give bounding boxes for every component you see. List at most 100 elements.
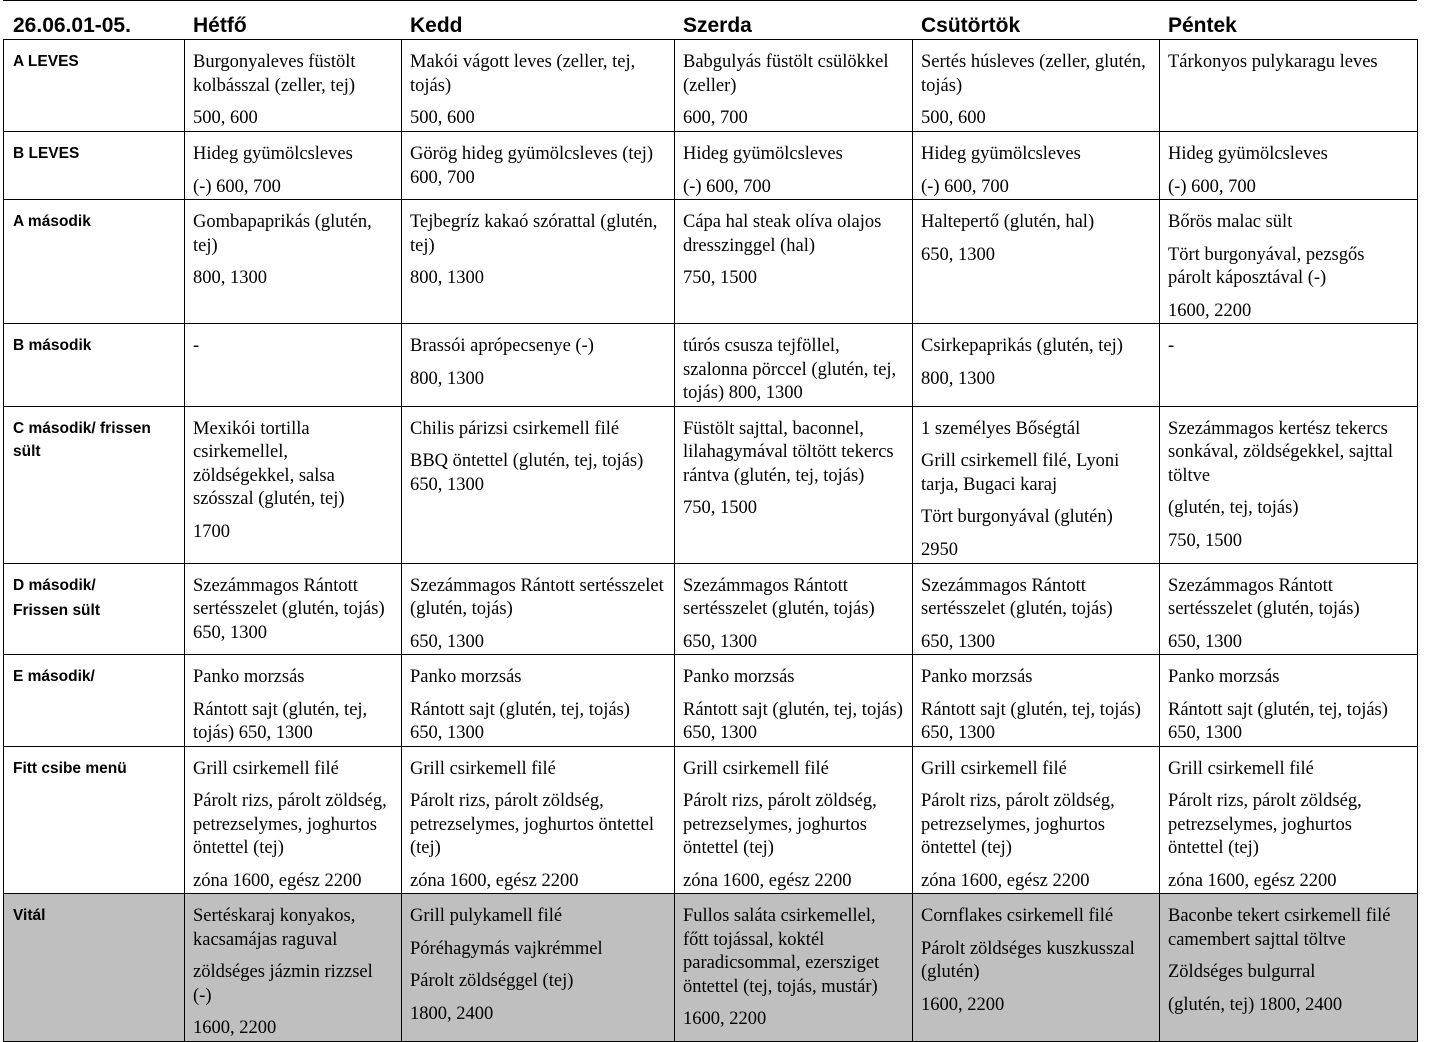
dish-line: 750, 1500: [1168, 530, 1242, 551]
dish-line: Grill csirkemell filé, Lyoni tarja, Buga…: [921, 451, 1120, 495]
dish-line: Fullos saláta csirkemellel, főtt tojássa…: [683, 906, 880, 997]
menu-cell-tuesday: Tejbegríz kakaó szórattal (glutén, tej) 8…: [401, 199, 675, 324]
dish-line: zóna 1600, egész 2200: [921, 870, 1090, 891]
menu-cell-thursday: Csirkepaprikás (glutén, tej) 800, 1300: [912, 323, 1160, 407]
menu-cell-wednesday: Szezámmagos Rántott sertésszelet (glutén…: [674, 562, 913, 655]
menu-cell-wednesday: túrós csusza tejföllel, szalonna pörccel…: [674, 323, 913, 407]
dish-line: zóna 1600, egész 2200: [410, 870, 579, 891]
dish-line: BBQ öntettel (glutén, tej, tojás) 650, 1…: [410, 451, 644, 495]
dish-line: Grill csirkemell filé: [410, 758, 556, 779]
menu-cell-thursday: Cornflakes csirkemell filé Párolt zöldség…: [912, 893, 1160, 1042]
menu-cell-tuesday: Grill pulykamell filé Póréhagymás vajkrém…: [401, 893, 675, 1042]
menu-header: 26.06.01-05. Hétfő Kedd Szerda Csütörtök…: [3, 0, 1417, 39]
dish-line: Mexikói tortilla csirkemellel, zöldségek…: [193, 418, 345, 510]
dish-line: Rántott sajt (glutén, tej, tojás) 650, 1…: [921, 699, 1141, 744]
menu-cell-tuesday: Szezámmagos Rántott sertésszelet (glutén…: [401, 562, 675, 655]
menu-cell-thursday: Panko morzsás Rántott sajt (glutén, tej, …: [912, 654, 1160, 747]
dish-line: (-) 600, 700: [193, 176, 281, 197]
menu-row: E második/Panko morzsás Rántott sajt (glu…: [3, 654, 1418, 747]
menu-cell-friday: Baconbe tekert csirkemell filé camembert…: [1159, 893, 1418, 1042]
dish-line: Tört burgonyával, pezsgős párolt káposzt…: [1168, 244, 1365, 289]
dish-line: zóna 1600, egész 2200: [1168, 870, 1337, 891]
row-label-line: B LEVES: [13, 145, 80, 162]
row-label: B LEVES: [3, 131, 185, 200]
dish-line: 650, 1300: [921, 631, 995, 652]
dish-line: Rántott sajt (glutén, tej, tojás) 650, 1…: [1168, 699, 1388, 744]
row-label: E második/: [3, 654, 185, 747]
dish-line: Szezámmagos Rántott sertésszelet (glutén…: [921, 575, 1113, 620]
menu-table: A LEVES Burgonyaleves füstölt kolbásszal …: [3, 39, 1418, 1042]
dish-line: Párolt zöldséges kuszkusszal (glutén): [921, 938, 1135, 983]
menu-cell-monday: Szezámmagos Rántott sertésszelet (glutén…: [184, 562, 402, 655]
dish-line: (-) 600, 700: [1168, 176, 1256, 197]
dish-line: Tört burgonyával (glutén): [921, 507, 1113, 527]
dish-line: 750, 1500: [683, 498, 757, 518]
dish-line: Tárkonyos pulykaragu leves: [1168, 52, 1378, 72]
menu-cell-friday: Tárkonyos pulykaragu leves: [1159, 39, 1418, 132]
menu-cell-wednesday: Babgulyás füstölt csülökkel (zeller) 600,…: [674, 39, 913, 132]
dish-line: Panko morzsás: [410, 667, 522, 687]
dish-line: Bőrös malac sült: [1168, 212, 1293, 232]
dish-line: 1600, 2200: [1168, 300, 1252, 321]
menu-cell-wednesday: Panko morzsás Rántott sajt (glutén, tej, …: [674, 654, 913, 747]
menu-cell-thursday: Hideg gyümölcsleves (-) 600, 700: [912, 131, 1160, 200]
dish-line: Rántott sajt (glutén, tej, tojás) 650, 1…: [410, 699, 630, 744]
day-header-tuesday: Kedd: [410, 14, 463, 37]
dish-line: 1600, 2200: [193, 1018, 277, 1038]
menu-cell-tuesday: Görög hideg gyümölcsleves (tej) 600, 700: [401, 131, 675, 200]
dish-line: Babgulyás füstölt csülökkel (zeller): [683, 52, 889, 96]
menu-row: A második Gombapaprikás (glutén, tej) 800,…: [3, 199, 1418, 324]
menu-cell-wednesday: Hideg gyümölcsleves (-) 600, 700: [674, 131, 913, 200]
dish-line: 500, 600: [193, 108, 258, 128]
menu-cell-friday: Bőrös malac sült Tört burgonyával, pezsgő…: [1159, 199, 1418, 324]
row-label-line: Fitt csibe menü: [13, 759, 127, 777]
dish-line: Párolt zöldséggel (tej): [410, 971, 574, 991]
dish-line: Párolt rizs, párolt zöldség, petrezselym…: [410, 791, 655, 858]
menu-cell-tuesday: Brassói aprópecsenye (-) 800, 1300: [401, 323, 675, 407]
dish-line: Panko morzsás: [921, 667, 1033, 687]
dish-line: Baconbe tekert csirkemell filé camembert…: [1168, 906, 1391, 950]
menu-cell-monday: -: [184, 323, 402, 407]
dish-line: Szezámmagos kertész tekercs sonkával, zö…: [1168, 418, 1394, 486]
dish-line: 1600, 2200: [921, 994, 1005, 1015]
dish-line: Szezámmagos Rántott sertésszelet (glutén…: [683, 575, 875, 620]
menu-cell-friday: Panko morzsás Rántott sajt (glutén, tej, …: [1159, 654, 1418, 747]
dish-line: 1700: [193, 521, 230, 542]
dish-line: Rántott sajt (glutén, tej, tojás) 650, 1…: [683, 699, 903, 744]
dish-line: 800, 1300: [410, 268, 484, 288]
row-label: B második: [3, 323, 185, 407]
dish-line: Párolt rizs, párolt zöldség, petrezselym…: [683, 791, 877, 858]
row-label: D második/Frissen sült: [3, 562, 185, 655]
dish-line: Szezámmagos Rántott sertésszelet (glutén…: [1168, 575, 1360, 620]
menu-row: Vitál Sertéskaraj konyakos, kacsamájas ra…: [3, 893, 1418, 1042]
dish-line: 1 személyes Bőségtál: [921, 418, 1081, 439]
menu-cell-wednesday: Fullos saláta csirkemellel, főtt tojássa…: [674, 893, 913, 1042]
dish-line: 2950: [921, 539, 958, 560]
week-date: 26.06.01-05.: [13, 14, 131, 37]
menu-cell-friday: Hideg gyümölcsleves (-) 600, 700: [1159, 131, 1418, 200]
dish-line: Póréhagymás vajkrémmel: [410, 938, 603, 959]
day-header-monday: Hétfő: [193, 14, 247, 37]
row-label-line: A LEVES: [13, 53, 79, 70]
menu-cell-friday: Szezámmagos Rántott sertésszelet (glutén…: [1159, 562, 1418, 655]
menu-cell-tuesday: Chilis párizsi csirkemell filé BBQ öntett…: [401, 405, 675, 564]
menu-row: D második/Frissen sült Szezámmagos Rántot…: [3, 562, 1418, 655]
row-label-line: E második/: [13, 668, 95, 685]
menu-cell-friday: Grill csirkemell filé Párolt rizs, párolt…: [1159, 745, 1418, 894]
row-label-line: Frissen sült: [13, 601, 100, 619]
row-label-line: D második/: [13, 576, 96, 594]
dish-line: Csirkepaprikás (glutén, tej): [921, 336, 1123, 356]
menu-cell-thursday: Grill csirkemell filé Párolt rizs, párolt…: [912, 745, 1160, 894]
menu-row: Fitt csibe menü Grill csirkemell filé Páro…: [3, 745, 1418, 894]
menu-cell-monday: Hideg gyümölcsleves (-) 600, 700: [184, 131, 402, 200]
dish-line: Chilis párizsi csirkemell filé: [410, 418, 620, 439]
row-label: Vitál: [3, 893, 185, 1042]
dish-line: Párolt rizs, párolt zöldség, petrezselym…: [193, 791, 387, 858]
day-header-friday: Péntek: [1168, 14, 1237, 37]
menu-cell-tuesday: Makói vágott leves (zeller, tej, tojás) …: [401, 39, 675, 132]
dish-line: Grill pulykamell filé: [410, 906, 563, 926]
dish-line: -: [1168, 336, 1175, 356]
dish-line: Cornflakes csirkemell filé: [921, 906, 1114, 926]
dish-line: 500, 600: [921, 108, 986, 128]
dish-line: 1800, 2400: [410, 1003, 494, 1024]
